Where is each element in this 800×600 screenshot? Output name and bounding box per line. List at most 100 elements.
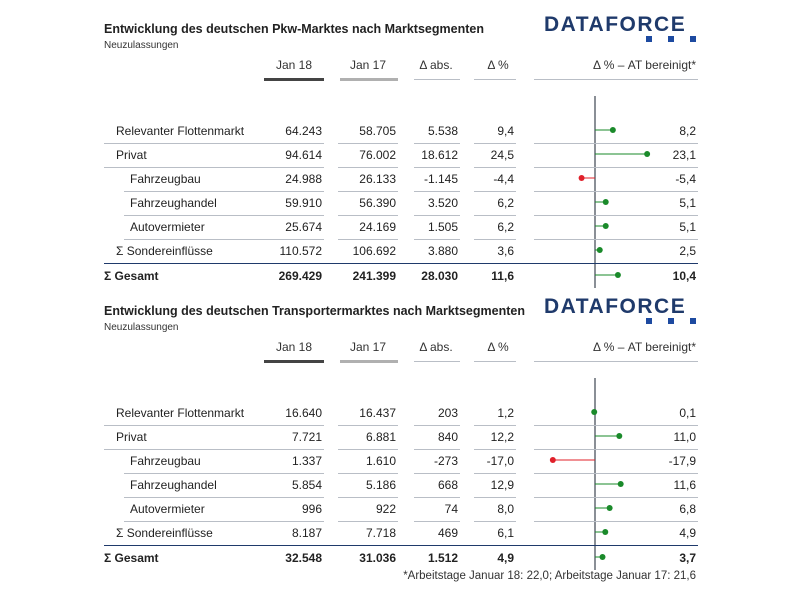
zero-axis-line [594, 378, 596, 570]
header-rule-1 [264, 360, 324, 363]
row-separator [338, 521, 398, 522]
column-header-2: Jan 17 [349, 58, 387, 72]
logo-square-icon [690, 318, 696, 324]
zero-axis-line [594, 96, 596, 288]
row-separator [264, 191, 324, 192]
row-label: Σ Sondereinflüsse [116, 526, 213, 540]
row-separator [104, 167, 278, 168]
row-separator [414, 425, 460, 426]
row-cell-1: 7.721 [291, 430, 322, 444]
adjusted-value-label: -5,4 [675, 172, 696, 186]
row-separator [104, 449, 278, 450]
row-separator [414, 143, 460, 144]
row-label: Relevanter Flottenmarkt [116, 406, 245, 420]
column-divider [466, 378, 467, 570]
dataforce-logo: DATAFORCE [544, 295, 687, 318]
row-label: Relevanter Flottenmarkt [116, 124, 245, 138]
row-cell-2: 5.186 [365, 478, 396, 492]
row-separator [474, 215, 516, 216]
adjusted-value-label: 23,1 [672, 148, 696, 162]
column-divider [406, 96, 407, 288]
row-cell-3: 28.030 [421, 269, 458, 283]
table-panel-2: Entwicklung des deutschen Transportermar… [0, 295, 800, 574]
row-separator [264, 449, 324, 450]
adjusted-value-label: 10,4 [672, 269, 696, 283]
row-cell-1: 24.988 [285, 172, 322, 186]
row-separator [264, 239, 324, 240]
row-cell-1: 64.243 [285, 124, 322, 138]
row-cell-2: 58.705 [359, 124, 396, 138]
header-rule-5 [534, 79, 698, 80]
row-separator [414, 473, 460, 474]
logo-square-icon [646, 318, 652, 324]
adjusted-value-label: 0,1 [679, 406, 696, 420]
row-separator [474, 239, 516, 240]
panel-subtitle: Neuzulassungen [104, 40, 179, 51]
row-cell-2: 76.002 [359, 148, 396, 162]
lollipop-dot [602, 223, 609, 229]
column-header-3: Δ abs. [419, 58, 453, 72]
lollipop-dot [602, 199, 609, 205]
row-cell-1: 59.910 [285, 196, 322, 210]
lollipop-dot [609, 127, 616, 133]
row-cell-2: 31.036 [359, 551, 396, 565]
header-rule-4 [474, 361, 516, 362]
row-cell-1: 269.429 [278, 269, 322, 283]
panel-subtitle: Neuzulassungen [104, 322, 179, 333]
row-separator [474, 425, 516, 426]
row-cell-1: 8.187 [291, 526, 322, 540]
logo-square-icon [668, 36, 674, 42]
row-cell-4: 12,2 [490, 430, 514, 444]
row-separator [338, 449, 398, 450]
lollipop-dot [606, 505, 613, 511]
row-cell-2: 56.390 [359, 196, 396, 210]
row-separator [414, 521, 460, 522]
row-cell-4: 6,2 [497, 220, 514, 234]
row-separator [534, 143, 698, 144]
row-separator [534, 191, 698, 192]
row-cell-4: 8,0 [497, 502, 514, 516]
row-cell-1: 94.614 [285, 148, 322, 162]
row-separator [124, 191, 314, 192]
row-separator [474, 497, 516, 498]
row-cell-4: 4,9 [497, 551, 514, 565]
row-cell-4: 12,9 [490, 478, 514, 492]
row-separator [338, 473, 398, 474]
row-cell-2: 6.881 [365, 430, 396, 444]
row-separator [124, 497, 314, 498]
row-separator [414, 449, 460, 450]
row-cell-2: 106.692 [352, 244, 396, 258]
row-separator [534, 167, 698, 168]
row-separator [534, 239, 698, 240]
row-cell-2: 1.610 [365, 454, 396, 468]
lollipop-dot [614, 272, 621, 278]
row-separator [414, 167, 460, 168]
row-cell-3: 1.512 [427, 551, 458, 565]
row-label: Autovermieter [130, 502, 205, 516]
row-separator [264, 143, 324, 144]
row-separator [338, 215, 398, 216]
header-rule-4 [474, 79, 516, 80]
row-separator [534, 449, 698, 450]
row-cell-3: 5.538 [427, 124, 458, 138]
lollipop-chart [578, 127, 651, 278]
header-rule-3 [414, 361, 460, 362]
adjusted-value-label: 8,2 [679, 124, 696, 138]
row-separator [474, 521, 516, 522]
row-separator [124, 473, 314, 474]
row-separator [264, 425, 324, 426]
row-cell-4: -17,0 [486, 454, 514, 468]
adjusted-value-label: 6,8 [679, 502, 696, 516]
row-separator [534, 473, 698, 474]
logo-square-icon [646, 36, 652, 42]
column-header-1: Jan 18 [275, 340, 313, 354]
column-header-5: Δ % – AT bereinigt* [593, 340, 696, 354]
row-separator [338, 167, 398, 168]
row-separator [338, 425, 398, 426]
row-cell-3: -1.145 [423, 172, 458, 186]
row-cell-4: 24,5 [490, 148, 514, 162]
lollipop-dot [644, 151, 651, 157]
row-cell-3: 3.880 [427, 244, 458, 258]
lollipop-dot [596, 247, 603, 253]
row-separator [338, 239, 398, 240]
